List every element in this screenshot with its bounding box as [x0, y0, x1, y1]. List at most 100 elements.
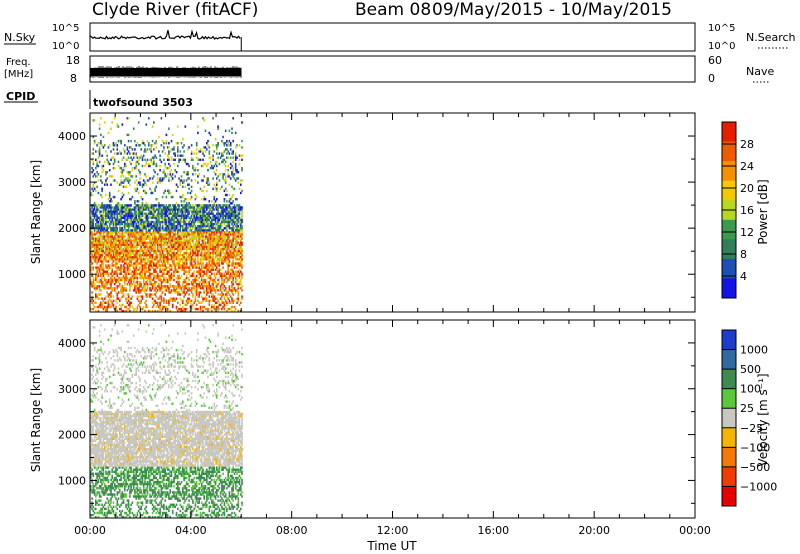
power-cell [185, 307, 188, 311]
power-cell [105, 309, 107, 313]
power-cell [153, 299, 155, 302]
power-cell [131, 208, 134, 211]
power-cell [135, 247, 137, 251]
power-cell [229, 220, 232, 224]
power-cell [217, 264, 219, 267]
power-cell [208, 214, 211, 217]
power-cell [209, 231, 212, 234]
power-cell [154, 216, 156, 219]
power-cell [174, 224, 176, 228]
power-cell [145, 293, 148, 296]
power-cell [127, 218, 130, 222]
power-cell [102, 245, 105, 249]
power-cell [113, 117, 116, 120]
y-tick-label: 2000 [58, 222, 86, 235]
power-cell [113, 239, 116, 242]
power-cell [203, 218, 205, 222]
power-cell [135, 154, 137, 157]
power-cell [227, 241, 229, 244]
power-cell [155, 274, 158, 278]
power-cell [212, 224, 214, 228]
power-cell [137, 237, 140, 240]
power-cell [164, 256, 166, 259]
power-cell [148, 309, 150, 313]
power-cell [153, 227, 155, 230]
power-cell [217, 239, 219, 242]
power-cell [127, 299, 130, 302]
power-cell [148, 210, 150, 213]
power-cell [234, 220, 237, 224]
power-cell [198, 291, 200, 294]
power-cell [105, 307, 107, 311]
power-cell [156, 243, 159, 246]
power-cell [178, 276, 180, 280]
power-cell [111, 276, 113, 280]
power-cell [218, 227, 221, 230]
power-cell [222, 154, 224, 157]
power-cell [136, 208, 139, 211]
power-cell [218, 243, 221, 246]
power-cell [139, 247, 141, 251]
power-cell [148, 247, 150, 251]
power-cell [202, 206, 204, 209]
power-cell [217, 289, 219, 292]
power-cell [168, 222, 170, 226]
power-cell [216, 216, 218, 219]
power-cell [124, 280, 126, 284]
power-cell [154, 210, 156, 213]
power-cell [116, 146, 119, 149]
power-cell [137, 289, 140, 292]
power-cell [90, 220, 92, 224]
power-cell [170, 212, 173, 215]
power-cell [188, 258, 190, 261]
power-cell [115, 270, 117, 273]
power-cell [216, 251, 218, 255]
power-cell [237, 262, 240, 265]
power-cell [154, 270, 156, 273]
power-cell [200, 301, 203, 304]
power-cell [212, 241, 214, 244]
power-cell [137, 243, 140, 246]
power-cell [112, 216, 115, 219]
power-cell [219, 212, 222, 215]
power-cell [169, 278, 171, 282]
power-cell [129, 198, 131, 201]
power-cell [151, 245, 154, 249]
power-cell [173, 220, 175, 224]
power-cell [179, 179, 182, 182]
power-cell [153, 208, 155, 211]
power-cell [96, 175, 98, 178]
power-cell [204, 285, 207, 288]
power-cell [165, 243, 168, 246]
power-cell [111, 287, 113, 290]
power-cell [97, 191, 100, 195]
power-cell [127, 247, 130, 251]
power-cell [113, 195, 116, 199]
power-cell [111, 156, 113, 159]
power-cell [100, 210, 102, 213]
power-cell [168, 227, 170, 230]
power-cell [208, 210, 211, 213]
power-cell [136, 204, 139, 207]
power-cell [117, 278, 120, 282]
power-cell [178, 212, 180, 215]
power-cell [209, 287, 212, 290]
power-cell [110, 198, 112, 201]
power-cell [185, 204, 188, 207]
power-cell [238, 280, 241, 284]
power-cell [226, 256, 228, 259]
power-cell [184, 208, 187, 211]
power-cell [170, 206, 173, 209]
power-cell [124, 272, 126, 275]
power-cell [236, 239, 238, 242]
power-cell [222, 235, 224, 238]
power-cell [134, 256, 136, 259]
power-cell [126, 297, 129, 300]
power-cell [229, 256, 232, 259]
power-cell [224, 218, 227, 222]
power-cell [122, 224, 125, 228]
power-cell [221, 272, 223, 275]
power-cell [144, 181, 146, 184]
power-cell [111, 258, 113, 261]
power-cell [124, 185, 126, 188]
